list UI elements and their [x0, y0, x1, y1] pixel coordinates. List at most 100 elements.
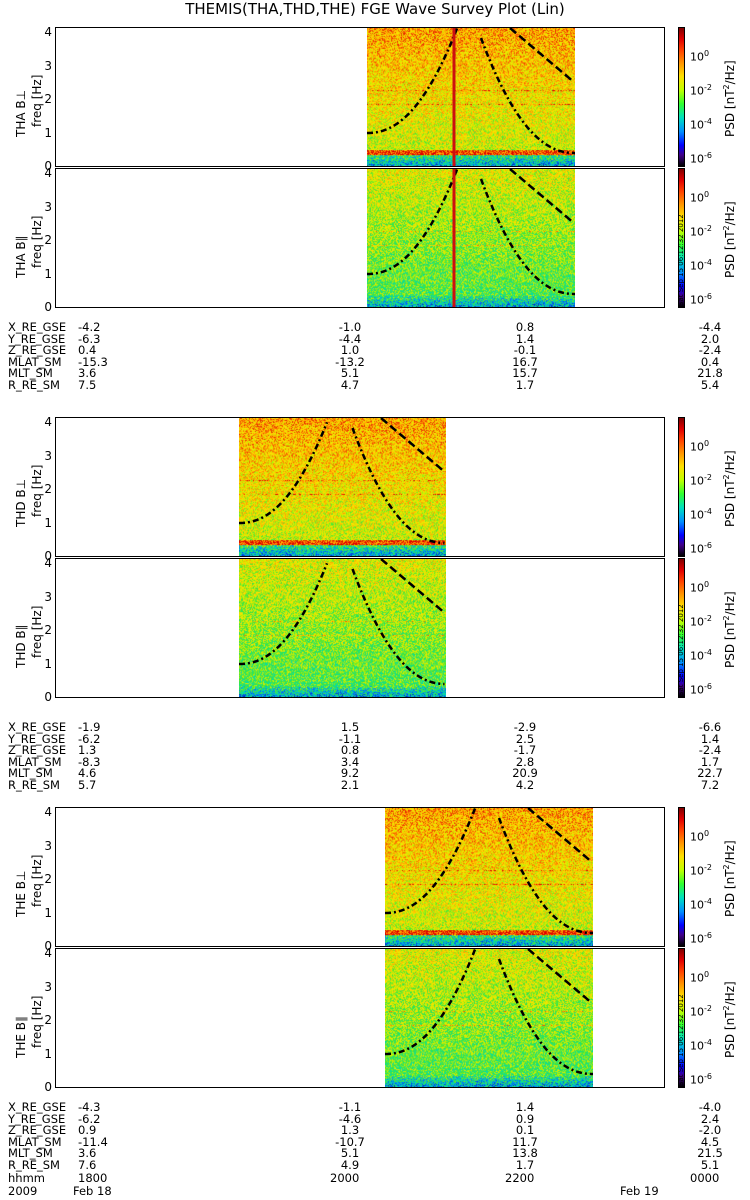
- ephemeris-value: 1.4: [700, 731, 720, 746]
- spectrogram-image: [239, 418, 446, 556]
- freq-tick: 4: [44, 25, 52, 39]
- freq-tick: 1: [44, 1046, 52, 1061]
- colorbar-title: PSD [nT2/Hz]: [722, 591, 737, 668]
- ephemeris-label: Y_RE_GSE: [8, 331, 66, 346]
- cyclotron-curve-left: [384, 949, 477, 1056]
- freq-tick: 0: [44, 159, 52, 173]
- cyclotron-curves: [238, 559, 446, 686]
- freq-tick: 2: [44, 233, 52, 247]
- ephemeris-value: -1.1: [338, 731, 362, 746]
- ephemeris-value: 9.2: [340, 766, 360, 780]
- ephemeris-value: 1.7: [515, 377, 535, 392]
- colorbar-tick: 10-4: [690, 258, 712, 273]
- colorbar-tick: 10-2: [690, 614, 712, 629]
- ephemeris-value: -6.3: [78, 331, 101, 346]
- ephemeris-value: 4.5: [700, 1134, 720, 1149]
- ephemeris-value: -1.0: [338, 320, 362, 334]
- ephemeris-label: R_RE_SM: [8, 377, 60, 392]
- ephemeris-value: -4.3: [78, 1100, 101, 1114]
- ephemeris-label: R_RE_SM: [8, 777, 60, 792]
- ephemeris-label: MLT_SM: [8, 766, 53, 780]
- ephemeris-value: 3.4: [340, 754, 360, 769]
- colorbar-tick: 10-6: [690, 1072, 712, 1087]
- colorbar-tick: 10-4: [690, 507, 712, 522]
- colorbar: [678, 948, 685, 1088]
- time-tick-label: 2200: [505, 1171, 535, 1185]
- cyclotron-curve-dashed: [380, 418, 446, 474]
- colorbar-title: PSD [nT2/Hz]: [722, 60, 737, 137]
- colorbar: [678, 558, 685, 698]
- ephemeris-value: 1.4: [515, 1100, 535, 1114]
- freq-tick: 0: [44, 939, 52, 953]
- ephemeris-label: Y_RE_GSE: [8, 1111, 66, 1126]
- colorbar-tick: 10-2: [690, 1004, 712, 1019]
- ephemeris-value: 3.6: [78, 1146, 97, 1160]
- ephemeris-value: -1.1: [338, 1100, 362, 1114]
- start-date-label: Feb 18: [73, 1184, 112, 1198]
- ephemeris-value: 7.5: [78, 377, 97, 392]
- ephemeris-value: 2.8: [515, 754, 535, 769]
- spectrogram-panel: [55, 948, 665, 1088]
- ephemeris-value: 2.4: [700, 1111, 720, 1126]
- ephemeris-value: -4.6: [338, 1111, 362, 1126]
- ephemeris-value: 0.8: [340, 743, 360, 757]
- freq-tick: 3: [44, 199, 52, 214]
- colorbar-tick: 10-6: [690, 541, 712, 556]
- freq-tick: 2: [44, 92, 52, 106]
- panel-label: THE B∥: [14, 1016, 28, 1058]
- ephemeris-value: -2.9: [513, 720, 537, 734]
- ephemeris-label: R_RE_SM: [8, 1157, 60, 1172]
- ephemeris-label: Z_RE_GSE: [8, 1123, 67, 1137]
- freq-tick: 1: [44, 515, 52, 530]
- colorbar-tick: 100: [690, 190, 710, 205]
- colorbar-tick: 10-6: [690, 292, 712, 307]
- colorbar: [678, 168, 685, 308]
- ephemeris-value: 2.1: [340, 777, 360, 792]
- ephemeris-value: -4.4: [698, 320, 722, 334]
- spectrogram-image: [239, 559, 446, 697]
- colorbar-title: PSD [nT2/Hz]: [722, 981, 737, 1058]
- colorbar: [678, 27, 685, 167]
- ephemeris-value: 1.7: [515, 1157, 535, 1172]
- cyclotron-curve-dashed: [527, 949, 593, 1005]
- colorbar-tick: 10-6: [690, 931, 712, 946]
- ephemeris-value: -15.3: [78, 354, 108, 369]
- ephemeris-label: X_RE_GSE: [8, 320, 67, 334]
- freq-tick: 2: [44, 623, 52, 637]
- cyclotron-curves: [384, 808, 594, 935]
- cyclotron-curve-left: [366, 28, 459, 135]
- ephemeris-value: -10.7: [335, 1134, 365, 1149]
- cyclotron-curves: [366, 169, 576, 307]
- freq-tick: 2: [44, 482, 52, 496]
- freq-tick: 2: [44, 872, 52, 886]
- ephemeris-label: Z_RE_GSE: [8, 743, 67, 757]
- ephemeris-value: 1.3: [78, 743, 97, 757]
- colorbar-title: PSD [nT2/Hz]: [722, 840, 737, 917]
- ephemeris-label: MLAT_SM: [8, 754, 62, 769]
- timestamp-stamp: Sat Sep 15 06:12:32 2012: [677, 994, 685, 1086]
- ephemeris-value: 1.7: [700, 754, 720, 769]
- time-tick-label: 1800: [78, 1171, 108, 1185]
- freq-tick: 3: [44, 838, 52, 853]
- colorbar-title: PSD [nT2/Hz]: [722, 201, 737, 278]
- ephemeris-value: 20.9: [512, 766, 538, 780]
- panel-label: THA B∥: [14, 235, 28, 278]
- ephemeris-value: 1.5: [340, 720, 360, 734]
- colorbar-tick: 10-6: [690, 151, 712, 166]
- colorbar-tick: 100: [690, 829, 710, 844]
- spectrogram-panel: [55, 27, 665, 167]
- cyclotron-curve-right: [497, 958, 594, 1076]
- panel-label: THD B∥: [14, 624, 28, 668]
- cyclotron-curve-right: [497, 817, 594, 935]
- ephemeris-label: MLAT_SM: [8, 1134, 62, 1149]
- cyclotron-curve-dashed: [380, 559, 446, 615]
- plot-title: THEMIS(THA,THD,THE) FGE Wave Survey Plot…: [185, 0, 565, 18]
- colorbar-tick: 10-2: [690, 224, 712, 239]
- ephemeris-value: 2.5: [515, 731, 535, 746]
- ephemeris-value: -4.4: [338, 331, 362, 346]
- ephemeris-value: 4.2: [515, 777, 535, 792]
- cyclotron-curve-left: [238, 562, 329, 666]
- freq-tick: 2: [44, 1013, 52, 1027]
- ephemeris-value: 11.7: [512, 1134, 538, 1149]
- ephemeris-value: 1.4: [515, 331, 535, 346]
